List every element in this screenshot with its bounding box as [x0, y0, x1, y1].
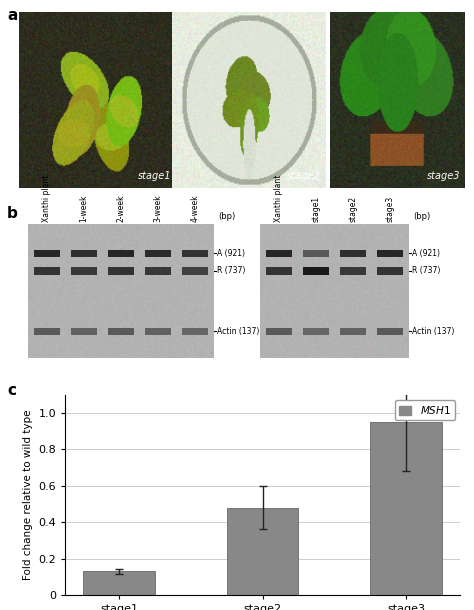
- Text: Actin (137): Actin (137): [217, 327, 259, 336]
- Text: Actin (137): Actin (137): [411, 327, 454, 336]
- Text: (bp): (bp): [413, 212, 431, 221]
- Text: stage2: stage2: [349, 196, 357, 223]
- Text: R (737): R (737): [217, 267, 245, 275]
- Text: R (737): R (737): [411, 267, 440, 275]
- Text: Xanthi plant: Xanthi plant: [42, 175, 51, 223]
- Text: 3-week: 3-week: [154, 195, 163, 223]
- Text: stage1: stage1: [311, 196, 320, 223]
- Text: 4-week: 4-week: [191, 195, 200, 223]
- Text: A (921): A (921): [411, 249, 440, 258]
- Text: c: c: [7, 384, 16, 398]
- Text: 1-week: 1-week: [79, 195, 88, 223]
- Text: a: a: [7, 8, 18, 23]
- Text: b: b: [7, 206, 18, 221]
- Text: (bp): (bp): [219, 212, 236, 221]
- Text: Xanthi plant: Xanthi plant: [274, 175, 283, 223]
- Text: 2-week: 2-week: [117, 195, 125, 223]
- Text: stage3: stage3: [386, 196, 395, 223]
- Text: A (921): A (921): [217, 249, 245, 258]
